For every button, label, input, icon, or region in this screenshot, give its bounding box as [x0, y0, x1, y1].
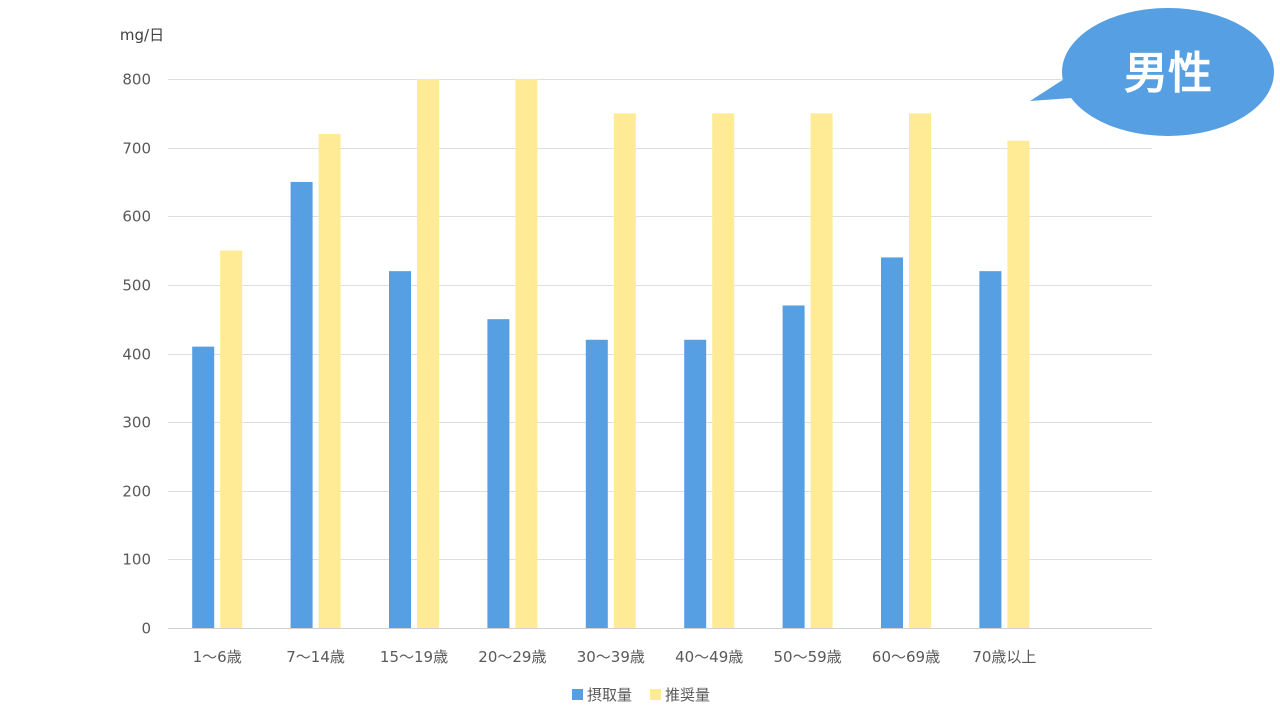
y-axis-unit-label: mg/日: [120, 26, 164, 44]
y-tick-label: 400: [122, 346, 151, 364]
x-category-label: 60〜69歳: [872, 648, 940, 666]
x-category-label: 15〜19歳: [380, 648, 448, 666]
legend-swatch-intake: [572, 689, 583, 700]
bar-recommended-1: [318, 133, 341, 628]
x-category-label: 7〜14歳: [286, 648, 345, 666]
bar-recommended-7: [909, 113, 931, 628]
y-tick-label: 700: [122, 140, 151, 158]
legend-label-intake: 摂取量: [587, 686, 632, 704]
bar-recommended-5: [712, 113, 735, 628]
bar-recommended-6: [810, 113, 833, 628]
bar-recommended-4: [613, 113, 636, 628]
bar-intake-0: [192, 346, 215, 628]
bar-intake-2: [389, 271, 411, 628]
callout-text: 男性: [1124, 48, 1212, 99]
y-tick-label: 0: [141, 620, 151, 638]
y-tick-label: 600: [122, 208, 151, 226]
y-tick-label: 800: [122, 71, 151, 89]
bar-intake-5: [684, 339, 707, 628]
bar-recommended-2: [417, 79, 439, 628]
x-category-label: 20〜29歳: [478, 648, 546, 666]
callout-bubble: 男性: [1030, 8, 1274, 136]
y-tick-label: 200: [122, 483, 151, 501]
y-tick-label: 500: [122, 277, 151, 295]
y-tick-label: 300: [122, 414, 151, 432]
bars: [192, 79, 1030, 628]
legend: 摂取量 推奨量: [572, 686, 710, 704]
bar-recommended-8: [1007, 140, 1030, 628]
bar-intake-3: [487, 319, 510, 628]
bar-intake-1: [290, 181, 313, 628]
bar-intake-7: [881, 257, 903, 628]
bar-intake-8: [979, 271, 1002, 628]
legend-swatch-recommended: [650, 689, 661, 700]
x-category-label: 40〜49歳: [675, 648, 743, 666]
x-category-label: 50〜59歳: [774, 648, 842, 666]
y-axis-tick-labels: 0 100 200 300 400 500 600 700 800: [122, 71, 151, 638]
x-category-label: 70歳以上: [972, 648, 1036, 666]
bar-intake-6: [782, 305, 805, 628]
bar-recommended-0: [220, 250, 243, 628]
bar-intake-4: [585, 339, 608, 628]
x-category-label: 30〜39歳: [577, 648, 645, 666]
x-category-label: 1〜6歳: [193, 648, 242, 666]
bar-recommended-3: [515, 79, 538, 628]
callout-bubble-body: [1062, 8, 1274, 136]
legend-label-recommended: 推奨量: [665, 686, 710, 704]
y-tick-label: 100: [122, 551, 151, 569]
grid-lines: [168, 79, 1152, 629]
x-axis-category-labels: 1〜6歳 7〜14歳 15〜19歳 20〜29歳 30〜39歳 40〜49歳 50〜59歳 6…: [193, 648, 1037, 666]
